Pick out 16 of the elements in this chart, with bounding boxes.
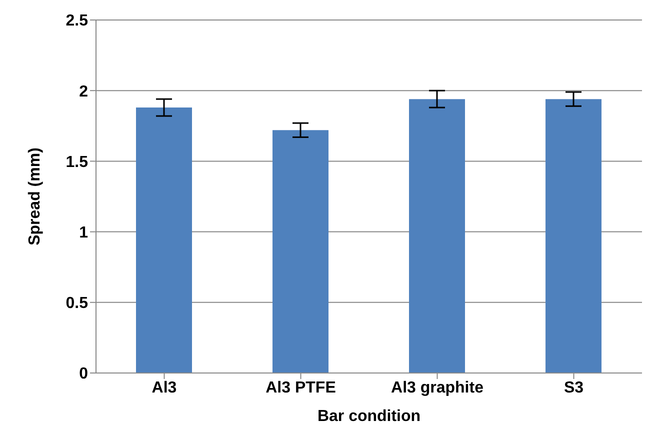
bar: [136, 108, 192, 373]
bar: [546, 99, 602, 373]
y-tick-label: 2.5: [66, 12, 88, 30]
x-axis-title: Bar condition: [317, 408, 421, 425]
y-tick-label: 1: [79, 224, 88, 242]
y-axis-title: Spread (mm): [26, 148, 44, 246]
bar: [272, 130, 328, 373]
bar: [409, 99, 465, 373]
x-tick-label: Al3 graphite: [391, 379, 484, 396]
x-tick-label: Al3: [152, 379, 177, 396]
y-tick-label: 0: [79, 366, 88, 383]
x-tick-label: Al3 PTFE: [266, 379, 336, 396]
y-tick-label: 1.5: [66, 154, 88, 171]
x-tick-label: S3: [564, 379, 584, 396]
y-tick-label: 0.5: [66, 295, 88, 312]
y-tick-label: 2: [79, 83, 88, 100]
